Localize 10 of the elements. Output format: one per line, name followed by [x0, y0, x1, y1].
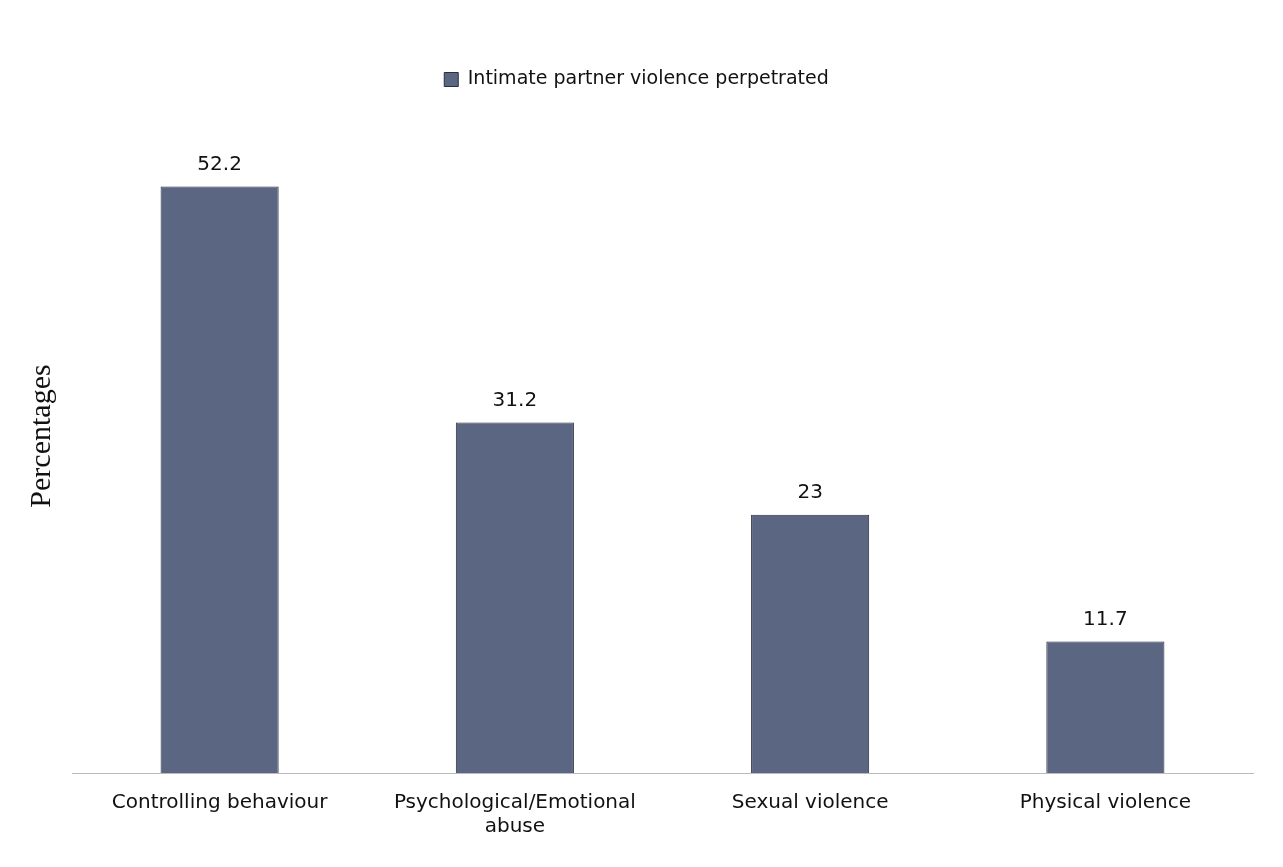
x-tick-label: Controlling behaviour	[111, 789, 329, 814]
data-label: 23	[797, 478, 823, 503]
data-label: 31.2	[492, 386, 538, 411]
legend-label: Intimate partner violence perpetrated	[467, 66, 829, 89]
data-label: 52.2	[197, 150, 242, 175]
x-tick-label: Sexual violence	[731, 789, 889, 814]
x-tick-label: Physical violence	[1019, 789, 1191, 814]
data-label: 11.7	[1083, 605, 1128, 630]
x-tick-label: Psychological/Emotional abuse	[393, 789, 636, 838]
y-axis-title: Percentages	[22, 364, 56, 508]
